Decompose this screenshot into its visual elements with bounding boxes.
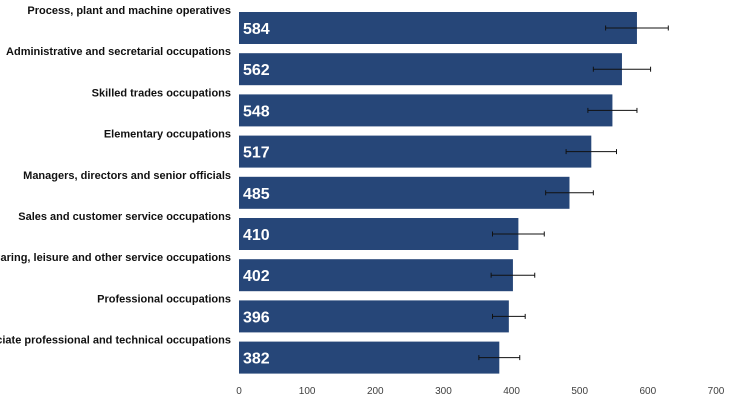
x-axis: 0 100 200 300 400 500 600 700 [236,386,725,397]
value-labels-group: 584 562 548 517 485 410 402 396 382 [243,21,270,368]
category-label: Process, plant and machine operatives [27,5,231,17]
value-label: 410 [243,227,270,244]
bars-group [239,12,637,374]
category-labels-group: Process, plant and machine operatives Adm… [0,5,231,347]
error-bar [491,313,526,319]
value-label: 396 [243,309,270,326]
x-tick-label: 0 [236,386,242,397]
bar [239,259,513,292]
bar [239,12,637,44]
category-label: Associate professional and technical occ… [0,335,231,347]
error-bar [587,107,638,113]
x-tick-label: 100 [299,386,316,397]
x-tick-label: 200 [367,386,384,397]
x-tick-label: 300 [435,386,452,397]
error-bar [592,66,652,72]
error-bar [491,231,545,237]
value-label: 485 [243,186,270,203]
value-label: 584 [243,21,270,38]
error-bar [490,272,536,278]
error-bar [545,190,594,196]
error-bars-group [478,25,669,361]
category-label: Managers, directors and senior officials [23,170,231,182]
bar [239,94,613,127]
error-bar [605,25,669,31]
bar [239,53,622,86]
bar [239,135,592,168]
value-label: 517 [243,145,270,162]
category-label: Skilled trades occupations [92,87,231,99]
category-label: Caring, leisure and other service occupa… [0,252,231,264]
bar [239,218,519,250]
category-label: Administrative and secretarial occupatio… [6,46,231,58]
category-label: Elementary occupations [104,129,231,141]
bar [239,341,500,374]
value-label: 562 [243,62,270,79]
error-bar [478,355,521,361]
value-label: 402 [243,268,270,285]
value-label: 382 [243,351,270,368]
category-label: Professional occupations [97,293,231,305]
error-bar [565,149,618,155]
x-tick-label: 700 [708,386,725,397]
bar [239,176,570,209]
value-label: 548 [243,103,270,120]
category-label: Sales and customer service occupations [18,211,231,223]
x-tick-label: 500 [571,386,588,397]
bar [239,300,509,333]
x-tick-label: 400 [503,386,520,397]
x-tick-label: 600 [640,386,657,397]
